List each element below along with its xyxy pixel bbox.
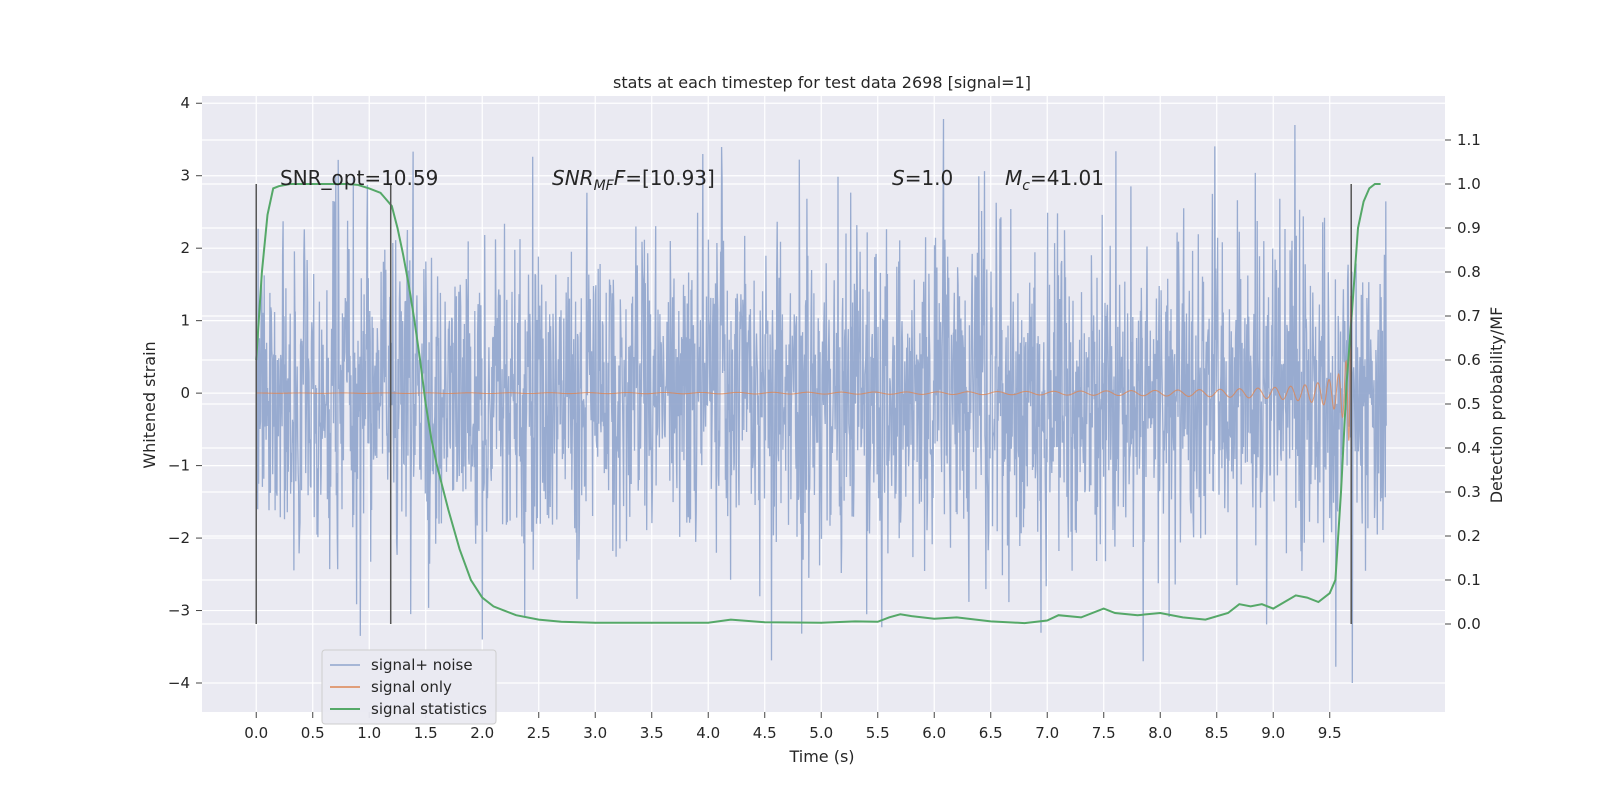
series-layer [255,118,1387,684]
x-tick-label-1: 0.5 [301,724,325,742]
x-tick-label-8: 4.0 [696,724,720,742]
annotation-mc-main: M [1005,166,1022,190]
right-axis-ticks: 1.1 1.0 0.9 0.8 0.7 0.6 0.5 0.4 0.3 0.2 0.1 0.0 [1445,131,1481,633]
series-signal-noise [255,118,1387,684]
annotation-mc-value: =41.01 [1030,166,1104,190]
x-tick-label-11: 5.5 [866,724,890,742]
x-tick-label-13: 6.5 [979,724,1003,742]
y-right-tick-label-5: 0.6 [1457,351,1481,369]
legend-label-0: signal+ noise [371,656,473,674]
x-tick-label-0: 0.0 [244,724,268,742]
annotation-snr-mf-value: =[10.93] [625,166,715,190]
y-tick-label-5: −1 [168,457,190,475]
y-tick-label-7: −3 [168,602,190,620]
y-tick-label-3: 1 [180,312,190,330]
x-tick-label-3: 1.5 [414,724,438,742]
annotation-snr-opt: SNR_opt=10.59 [280,166,438,190]
y-tick-label-8: −4 [168,674,190,692]
y-tick-label-1: 3 [180,167,190,185]
y-right-axis-label: Detection probability/MF [1487,307,1506,504]
x-tick-label-2: 1.0 [357,724,381,742]
y-tick-label-0: 4 [180,94,190,112]
y-right-tick-label-8: 0.3 [1457,483,1481,501]
legend-label-1: signal only [371,678,452,696]
x-tick-label-17: 8.5 [1205,724,1229,742]
y-right-tick-label-4: 0.7 [1457,307,1481,325]
y-right-tick-label-1: 1.0 [1457,175,1481,193]
y-right-tick-label-0: 1.1 [1457,131,1481,149]
y-axis-label: Whitened strain [140,341,159,468]
x-axis-ticks: 0.0 0.5 1.0 1.5 2.0 2.5 3.0 3.5 4.0 4.5 5.0 5.5 6.0 6… [244,712,1342,742]
x-axis-label: Time (s) [788,747,854,766]
annotation-mc-sub: c [1022,178,1030,194]
x-tick-label-15: 7.5 [1092,724,1116,742]
left-axis-ticks: 4 3 2 1 0 −1 −2 −3 −4 [168,94,202,692]
y-right-tick-label-10: 0.1 [1457,571,1481,589]
y-tick-label-6: −2 [168,529,190,547]
series-signal-statistics [255,183,1381,625]
x-tick-label-19: 9.5 [1318,724,1342,742]
y-right-tick-label-6: 0.5 [1457,395,1481,413]
annotation-snr-mf: SNRMFF=[10.93] [552,166,715,194]
annotation-mc: Mc=41.01 [1005,166,1104,194]
annotation-snr-mf-main: SNR [552,166,594,190]
x-tick-label-18: 9.0 [1261,724,1285,742]
x-tick-label-4: 2.0 [470,724,494,742]
x-tick-label-10: 5.0 [809,724,833,742]
legend: signal+ noise signal only signal statistic… [321,649,497,725]
x-tick-label-9: 4.5 [753,724,777,742]
annotations: SNR_opt=10.59 SNRMFF=[10.93] S=1.0 Mc=41… [280,166,1104,194]
y-tick-label-4: 0 [180,384,190,402]
y-right-tick-label-3: 0.8 [1457,263,1481,281]
x-tick-label-16: 8.0 [1148,724,1172,742]
x-tick-label-12: 6.0 [922,724,946,742]
vertical-lines [255,184,1352,624]
y-right-tick-label-7: 0.4 [1457,439,1481,457]
chart-title: stats at each timestep for test data 269… [613,73,1031,92]
annotation-s-value: =1.0 [905,166,954,190]
y-right-tick-label-2: 0.9 [1457,219,1481,237]
legend-label-2: signal statistics [371,700,487,718]
y-tick-label-2: 2 [180,239,190,257]
y-right-tick-label-9: 0.2 [1457,527,1481,545]
series-signal-only [256,295,1352,441]
annotation-snr-mf-sub: MF [594,178,615,194]
x-tick-label-5: 2.5 [527,724,551,742]
x-tick-label-6: 3.0 [583,724,607,742]
annotation-s: S=1.0 [892,166,953,190]
annotation-snr-mf-f: F [614,166,626,190]
x-tick-label-14: 7.0 [1035,724,1059,742]
legend-box [321,649,497,725]
y-right-tick-label-11: 0.0 [1457,615,1481,633]
annotation-s-main: S [892,166,905,190]
x-tick-label-7: 3.5 [640,724,664,742]
